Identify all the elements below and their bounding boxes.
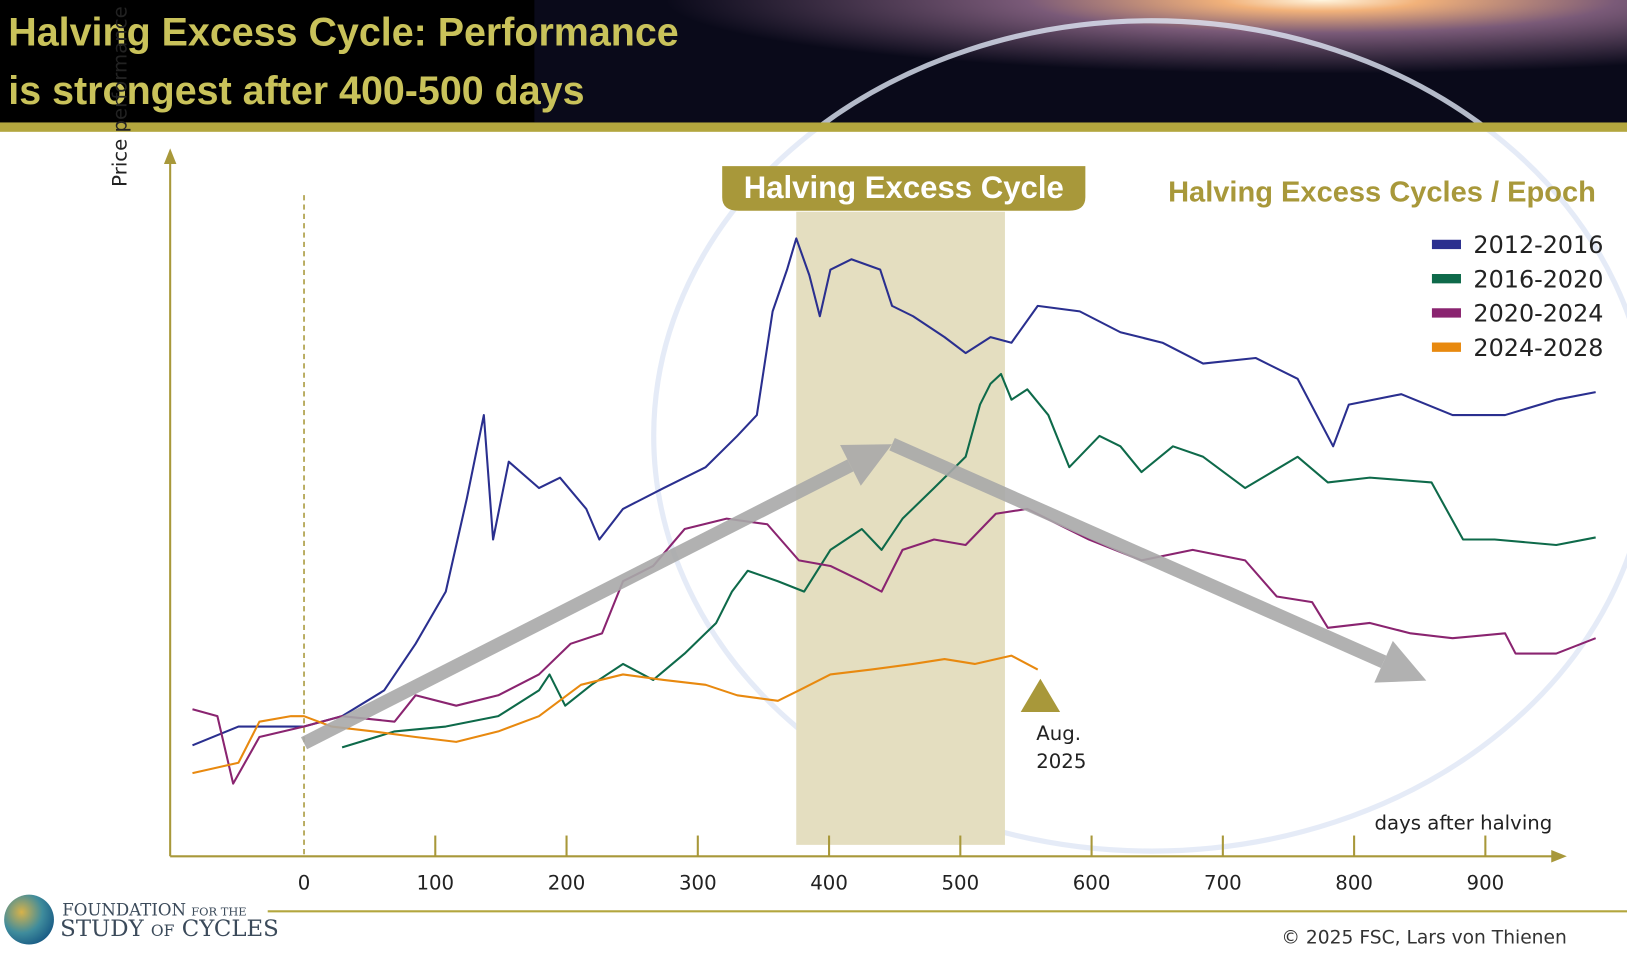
x-ticks: 0 100 200 300 400 500 600 700 800 900 bbox=[298, 835, 1505, 894]
x-tick-label: 0 bbox=[298, 871, 311, 894]
annotation-line1: Aug. bbox=[1036, 722, 1081, 745]
trend-arrow-shaft bbox=[300, 459, 854, 750]
copyright: © 2025 FSC, Lars von Thienen bbox=[1281, 927, 1566, 948]
x-tick-label: 200 bbox=[548, 871, 586, 894]
y-label: Price performance bbox=[109, 6, 132, 187]
x-label: days after halving bbox=[1375, 811, 1553, 834]
series-line-2012-2016 bbox=[192, 237, 1596, 747]
x-axis-arrow-icon bbox=[1551, 850, 1567, 863]
logo-text-2: STUDY OF CYCLES bbox=[60, 916, 279, 942]
annotation-line2: 2025 bbox=[1036, 750, 1086, 773]
excess-cycle-band bbox=[796, 211, 1005, 845]
footer: FOUNDATION FOR THE STUDY OF CYCLES © 202… bbox=[4, 894, 1627, 948]
series-line-2020-2024 bbox=[192, 507, 1597, 785]
x-tick-label: 500 bbox=[942, 871, 980, 894]
series-line-2016-2020 bbox=[341, 372, 1596, 749]
axes: Price performance days after halving bbox=[109, 6, 1567, 863]
aug-2025-annotation: Aug. 2025 bbox=[1020, 678, 1086, 773]
header-rule bbox=[0, 122, 1627, 132]
legend-swatch bbox=[1431, 274, 1461, 284]
planet-horizon bbox=[651, 18, 1627, 854]
legend-swatch bbox=[1431, 308, 1461, 318]
x-tick-label: 100 bbox=[416, 871, 454, 894]
x-tick-label: 900 bbox=[1467, 871, 1505, 894]
legend: Halving Excess Cycles / Epoch 2012-2016 2… bbox=[1168, 176, 1603, 362]
x-tick-label: 800 bbox=[1335, 871, 1373, 894]
x-tick-label: 400 bbox=[810, 871, 848, 894]
legend-label: 2024-2028 bbox=[1473, 334, 1603, 362]
triangle-marker-icon bbox=[1020, 678, 1061, 713]
legend-swatch bbox=[1431, 342, 1461, 352]
trend-arrow-shaft bbox=[889, 438, 1387, 668]
header-banner: Halving Excess Cycle: Performance is str… bbox=[0, 0, 1627, 854]
legend-label: 2020-2024 bbox=[1473, 300, 1603, 328]
trend-arrows bbox=[300, 438, 1427, 750]
series-lines bbox=[192, 237, 1597, 785]
fsc-logo-icon bbox=[4, 894, 54, 945]
title-line1: Halving Excess Cycle: Performance bbox=[8, 11, 678, 55]
legend-swatch bbox=[1431, 239, 1461, 250]
legend-label: 2012-2016 bbox=[1473, 231, 1603, 259]
band-label: Halving Excess Cycle bbox=[744, 170, 1064, 205]
x-tick-label: 300 bbox=[679, 871, 717, 894]
highlight-band bbox=[796, 211, 1005, 845]
y-axis-arrow-icon bbox=[163, 148, 177, 164]
legend-label: 2016-2020 bbox=[1473, 266, 1603, 294]
x-tick-label: 700 bbox=[1204, 871, 1242, 894]
legend-title: Halving Excess Cycles / Epoch bbox=[1168, 176, 1596, 208]
band-label-box: Halving Excess Cycle bbox=[722, 166, 1086, 211]
title-line2: is strongest after 400-500 days bbox=[8, 69, 584, 113]
trend-arrow-head-icon bbox=[840, 444, 893, 486]
series-line-2024-2028 bbox=[192, 654, 1039, 775]
logo-text-1: FOUNDATION FOR THE bbox=[62, 900, 246, 919]
x-tick-label: 600 bbox=[1073, 871, 1111, 894]
trend-arrow-head-icon bbox=[1374, 640, 1427, 683]
